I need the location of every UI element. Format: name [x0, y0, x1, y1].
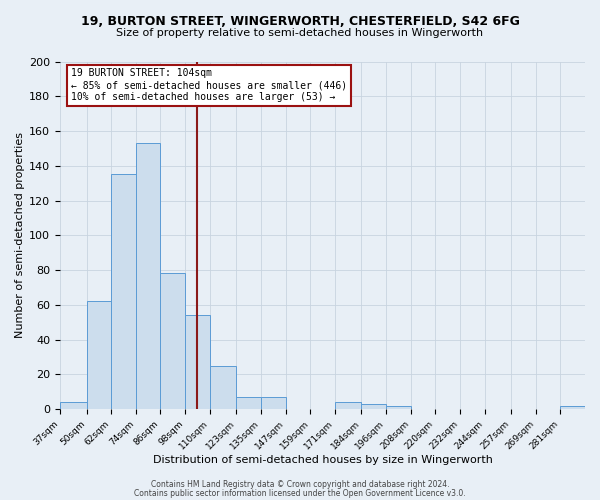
X-axis label: Distribution of semi-detached houses by size in Wingerworth: Distribution of semi-detached houses by …: [152, 455, 493, 465]
Text: 19, BURTON STREET, WINGERWORTH, CHESTERFIELD, S42 6FG: 19, BURTON STREET, WINGERWORTH, CHESTERF…: [80, 15, 520, 28]
Bar: [160, 274, 185, 409]
Bar: [60, 402, 86, 409]
Bar: [335, 402, 361, 409]
Bar: [236, 397, 261, 409]
Bar: [111, 174, 136, 409]
Bar: [185, 315, 210, 409]
Bar: [136, 143, 160, 409]
Bar: [386, 406, 410, 409]
Y-axis label: Number of semi-detached properties: Number of semi-detached properties: [15, 132, 25, 338]
Bar: [210, 366, 236, 409]
Bar: [361, 404, 386, 409]
Text: 19 BURTON STREET: 104sqm
← 85% of semi-detached houses are smaller (446)
10% of : 19 BURTON STREET: 104sqm ← 85% of semi-d…: [71, 68, 347, 102]
Text: Contains HM Land Registry data © Crown copyright and database right 2024.: Contains HM Land Registry data © Crown c…: [151, 480, 449, 489]
Bar: [560, 406, 585, 409]
Bar: [86, 302, 111, 409]
Text: Size of property relative to semi-detached houses in Wingerworth: Size of property relative to semi-detach…: [116, 28, 484, 38]
Bar: [261, 397, 286, 409]
Text: Contains public sector information licensed under the Open Government Licence v3: Contains public sector information licen…: [134, 488, 466, 498]
